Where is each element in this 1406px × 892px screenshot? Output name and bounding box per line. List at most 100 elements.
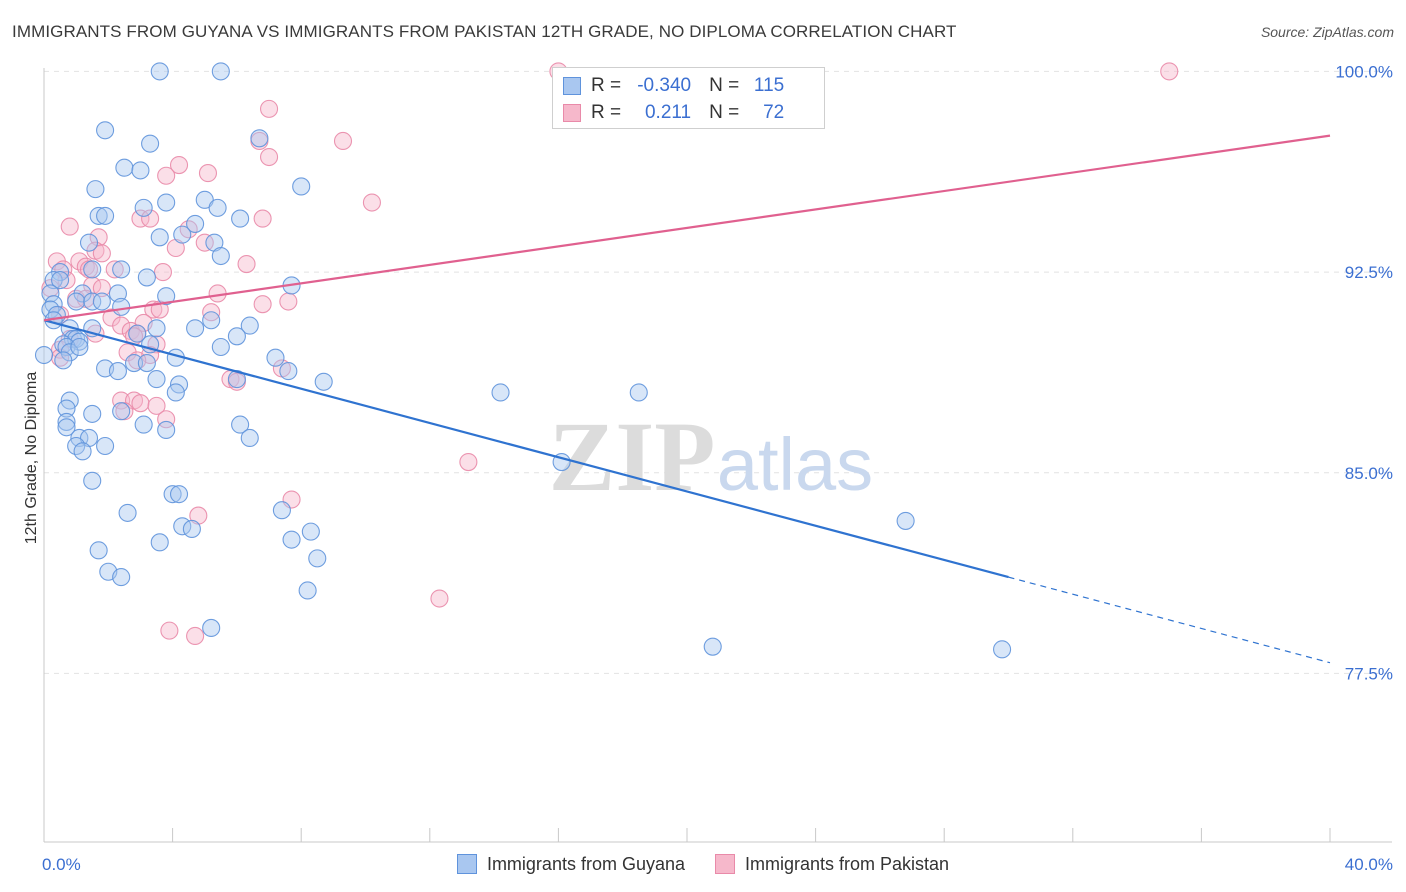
pakistan-point [112,316,131,335]
guyana-point [272,501,291,520]
y-axis-label: 12th Grade, No Diploma [23,371,40,545]
guyana-point [96,121,115,140]
guyana-point [896,511,915,530]
guyana-point [173,225,192,244]
guyana-point [83,404,102,423]
n-value-pakistan: 72 [763,102,785,123]
guyana-point [79,233,99,252]
guyana-point [34,345,54,365]
guyana-point [186,214,205,233]
legend-item-pakistan[interactable]: Immigrants from Pakistan [715,854,949,875]
pakistan-point [237,255,256,274]
guyana-point [57,412,76,431]
guyana-point [141,134,160,153]
guyana-point [128,324,147,343]
guyana-point [202,618,221,637]
watermark-atlas: atlas [717,423,873,506]
chart-title: IMMIGRANTS FROM GUYANA VS IMMIGRANTS FRO… [12,22,957,41]
guyana-point [279,362,298,381]
guyana-point [73,442,92,461]
guyana-point [150,62,169,81]
guyana-point [83,292,102,311]
legend-label-pakistan: Immigrants from Pakistan [745,853,950,874]
guyana-point [57,337,76,357]
pakistan-point [169,156,189,175]
x-tick-label: 0.0% [42,855,81,874]
guyana-trendline [43,319,1009,579]
guyana-point [150,533,169,552]
pakistan-point [259,147,279,167]
guyana-point [124,354,144,373]
legend-item-guyana[interactable]: Immigrants from Guyana [456,853,685,875]
series-legend: Immigrants from Guyana Immigrants from P… [0,852,1406,876]
pakistan-points [41,62,1179,646]
guyana-point [231,209,250,228]
guyana-point [96,206,115,225]
guyana-point [150,228,169,247]
pakistan-point [198,164,218,183]
y-tick-label: 85.0% [1345,464,1393,483]
y-tick-label: 100.0% [1335,62,1393,81]
pakistan-point [92,279,111,298]
guyana-point [629,383,648,402]
guyana-point [703,637,722,656]
legend-label-guyana: Immigrants from Guyana [486,853,685,874]
guyana-points [34,62,1012,659]
pakistan-trendline [43,134,1331,322]
pakistan-point [112,391,131,410]
n-value-guyana: 115 [753,75,785,96]
guyana-point [157,287,176,306]
guyana-point [231,415,250,434]
guyana-point [57,418,76,437]
pakistan-point [430,589,449,608]
guyana-point [211,246,230,266]
pakistan-point [147,396,166,415]
source-credit: Source: ZipAtlas.com [1260,24,1394,40]
guyana-point [157,420,176,439]
guyana-point [54,351,73,370]
guyana-point [208,198,227,217]
r-key: R = [591,102,622,123]
guyana-point [147,319,166,338]
trendlines [43,134,1331,664]
pakistan-point [253,295,272,314]
pakistan-point [253,209,272,228]
guyana-point [227,327,246,346]
gridlines [44,70,1392,674]
guyana-point [89,206,108,225]
guyana-point [169,485,189,504]
y-tick-label: 92.5% [1345,263,1393,282]
pakistan-point [141,209,160,228]
guyana-point [112,297,131,316]
guyana-trendline-extension [1008,576,1331,664]
guyana-point [44,271,63,290]
n-key: N = [709,102,740,123]
guyana-point [308,549,327,568]
guyana-point [86,180,105,199]
guyana-point [89,541,108,560]
pakistan-point [60,217,79,236]
guyana-point [298,581,317,600]
guyana-point [92,292,111,311]
pakistan-point [131,394,150,413]
guyana-point [108,362,127,381]
r-value-pakistan: 0.211 [644,102,692,123]
guyana-point [211,62,230,81]
pakistan-legend-swatch [715,854,735,874]
guyana-point [240,316,259,335]
tick-labels: 77.5% 85.0% 92.5% 100.0% 0.0% 40.0% [42,62,1393,874]
pakistan-point [153,263,173,282]
pakistan-point [259,99,279,118]
guyana-point [157,193,176,212]
guyana-point [70,337,89,357]
pakistan-point [186,626,205,646]
guyana-point [115,158,134,177]
correlation-legend: R = -0.340 N = 115 R = 0.211 N = 72 [552,67,825,129]
guyana-point [182,519,201,538]
pakistan-point [157,410,176,429]
guyana-point [202,311,221,330]
guyana-point [112,402,131,421]
r-key: R = [591,75,622,96]
guyana-point [134,415,153,434]
